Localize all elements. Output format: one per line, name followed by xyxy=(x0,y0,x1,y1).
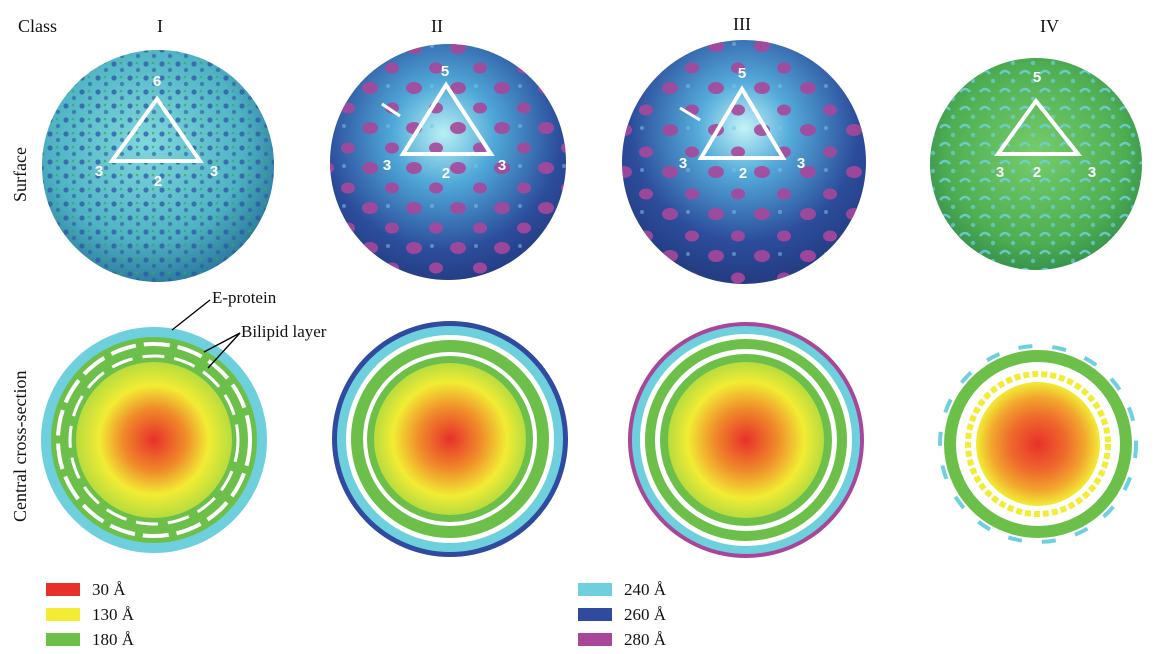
swatch-cyan xyxy=(578,583,612,596)
arrow-icon xyxy=(679,106,701,122)
bilipid-gap-outer xyxy=(56,342,252,538)
legend-item-260: 260 Å xyxy=(578,602,666,627)
axis-number-left: 3 xyxy=(383,157,391,174)
legend-label: 260 Å xyxy=(624,604,667,624)
inner-ring xyxy=(965,371,1111,517)
class-label-2: II xyxy=(431,16,443,36)
surface-class-2: 5 3 2 3 xyxy=(330,44,566,280)
cross-section-class-2 xyxy=(332,321,568,557)
core xyxy=(76,362,232,518)
surface-class-3: 5 3 2 3 xyxy=(622,40,866,284)
surface-class-4: 5 3 2 3 xyxy=(930,58,1142,270)
legend-item-240: 240 Å xyxy=(578,577,666,602)
legend-label: 30 Å xyxy=(92,579,126,599)
axis-number-top: 5 xyxy=(441,63,449,80)
outer-fragments xyxy=(938,344,1138,544)
axis-number-bottom: 2 xyxy=(739,165,747,182)
axis-number-bottom: 2 xyxy=(1033,164,1041,181)
surface-texture xyxy=(930,58,1142,270)
legend-label: 280 Å xyxy=(624,629,667,649)
surface-texture xyxy=(622,40,866,284)
axis-number-left: 3 xyxy=(996,164,1004,181)
axis-number-left: 3 xyxy=(95,163,103,180)
legend-label: 240 Å xyxy=(624,579,667,599)
legend-label: 130 Å xyxy=(92,604,135,624)
class-label-4: IV xyxy=(1040,16,1059,36)
membrane-ring xyxy=(944,350,1132,538)
symmetry-triangle xyxy=(399,81,495,156)
axis-number-right: 3 xyxy=(1088,164,1096,181)
swatch-red xyxy=(46,583,80,596)
symmetry-triangle xyxy=(108,95,204,163)
core xyxy=(668,362,824,518)
axis-number-top: 6 xyxy=(153,73,161,90)
cross-section-class-4 xyxy=(938,344,1138,544)
axis-number-right: 3 xyxy=(498,157,506,174)
surface-texture xyxy=(330,44,566,280)
row-label-cross-section: Central cross-section xyxy=(10,370,30,522)
bilipid-gap-inner xyxy=(68,354,240,526)
legend-label: 180 Å xyxy=(92,629,135,649)
legend-left: 30 Å 130 Å 180 Å xyxy=(46,577,134,652)
class-label-1: I xyxy=(157,16,163,36)
legend-item-30: 30 Å xyxy=(46,577,134,602)
swatch-blue xyxy=(578,608,612,621)
axis-number-bottom: 2 xyxy=(154,173,162,190)
legend-item-180: 180 Å xyxy=(46,627,134,652)
symmetry-triangle xyxy=(994,97,1083,156)
legend-item-130: 130 Å xyxy=(46,602,134,627)
cross-section-class-1 xyxy=(41,327,267,553)
axis-number-right: 3 xyxy=(210,163,218,180)
core xyxy=(374,363,526,515)
legend-item-280: 280 Å xyxy=(578,627,666,652)
axis-number-bottom: 2 xyxy=(442,165,450,182)
axis-number-right: 3 xyxy=(797,155,805,172)
legend-right: 240 Å 260 Å 280 Å xyxy=(578,577,666,652)
symmetry-triangle xyxy=(697,85,787,160)
swatch-green xyxy=(46,633,80,646)
bilipid-layer-label: Bilipid layer xyxy=(241,322,327,341)
cross-section-class-3 xyxy=(628,322,864,558)
swatch-yellow xyxy=(46,608,80,621)
axis-number-left: 3 xyxy=(679,155,687,172)
class-header: Class xyxy=(18,16,58,36)
surface-class-1: 6 3 2 3 xyxy=(42,50,274,282)
arrow-icon xyxy=(381,102,401,118)
swatch-purple xyxy=(578,633,612,646)
core xyxy=(976,382,1100,506)
axis-number-top: 5 xyxy=(738,65,746,82)
class-label-3: III xyxy=(733,14,751,34)
surface-texture xyxy=(42,50,274,282)
row-label-surface: Surface xyxy=(10,147,30,202)
axis-number-top: 5 xyxy=(1033,69,1041,86)
e-protein-label: E-protein xyxy=(212,288,277,307)
